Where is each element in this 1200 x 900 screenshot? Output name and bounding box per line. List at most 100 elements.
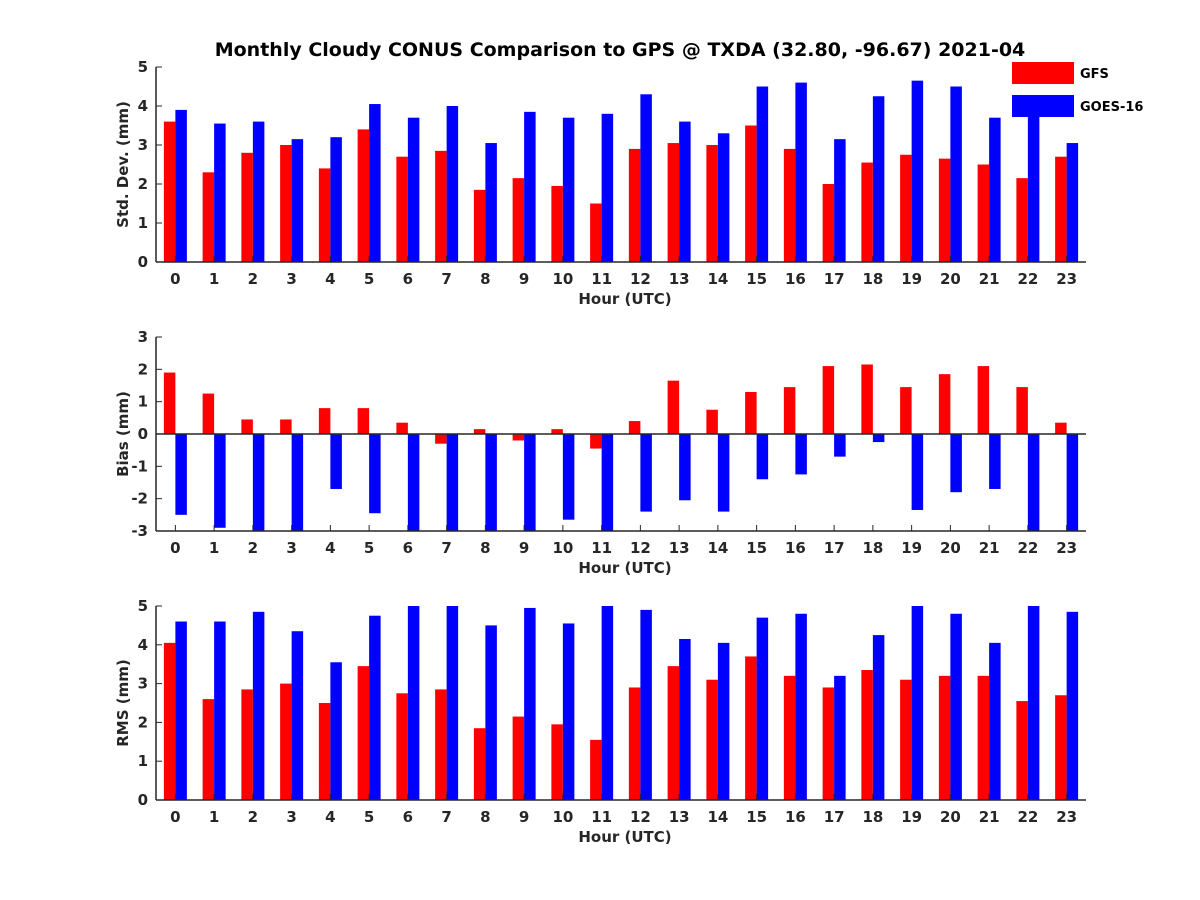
bar-gfs-hour-8 (473, 728, 486, 800)
bar-goes-16-hour-5 (369, 615, 381, 800)
x-tick-label: 17 (824, 270, 845, 288)
bar-gfs-hour-23 (1055, 422, 1067, 434)
bar-gfs-hour-6 (396, 422, 408, 434)
y-tick-label: 4 (138, 636, 148, 654)
x-tick-label: 23 (1056, 270, 1077, 288)
bar-gfs-hour-10 (551, 724, 563, 800)
bar-gfs-hour-17 (822, 687, 835, 800)
bar-gfs-hour-15 (745, 656, 757, 800)
bar-gfs-hour-0 (163, 642, 176, 800)
bar-gfs-hour-15 (745, 125, 757, 262)
x-tick-label: 4 (325, 539, 335, 557)
bar-goes-16-hour-22 (1027, 434, 1040, 531)
bar-goes-16-hour-13 (679, 434, 691, 501)
bar-gfs-hour-16 (783, 148, 796, 262)
bar-goes-16-hour-16 (795, 434, 807, 475)
x-tick-label: 23 (1056, 539, 1077, 557)
bar-gfs-hour-9 (512, 178, 525, 262)
y-tick-label: 1 (138, 752, 148, 770)
x-tick-label: 10 (552, 808, 573, 826)
bar-gfs-hour-9 (512, 434, 525, 441)
bar-goes-16-hour-8 (485, 143, 497, 262)
y-tick-label: 1 (138, 214, 148, 232)
legend-swatch-goes-16 (1012, 95, 1074, 117)
x-tick-label: 5 (364, 808, 374, 826)
x-tick-label: 7 (441, 808, 451, 826)
bar-goes-16-hour-12 (640, 94, 652, 262)
bar-goes-16-hour-22 (1027, 107, 1040, 262)
bar-gfs-hour-4 (318, 168, 331, 262)
bar-goes-16-hour-18 (872, 96, 885, 262)
x-tick-label: 9 (519, 539, 529, 557)
x-tick-label: 18 (862, 270, 883, 288)
bar-goes-16-hour-15 (756, 434, 769, 480)
bar-gfs-hour-5 (357, 666, 370, 800)
bar-goes-16-hour-16 (795, 613, 807, 800)
bar-goes-16-hour-18 (872, 434, 885, 443)
bar-goes-16-hour-20 (950, 86, 962, 262)
bar-goes-16-hour-0 (175, 109, 187, 263)
bar-gfs-hour-12 (628, 421, 641, 434)
bar-gfs-hour-16 (783, 387, 796, 434)
bar-goes-16-hour-14 (717, 642, 730, 800)
bar-goes-16-hour-14 (717, 133, 730, 262)
x-tick-label: 2 (248, 808, 258, 826)
bar-gfs-hour-20 (938, 374, 951, 434)
x-tick-label: 21 (979, 808, 1000, 826)
x-tick-label: 18 (862, 808, 883, 826)
x-tick-label: 6 (403, 539, 413, 557)
bar-gfs-hour-1 (202, 699, 215, 800)
bar-goes-16-hour-4 (330, 662, 342, 800)
bar-goes-16-hour-3 (291, 631, 304, 800)
bar-goes-16-hour-10 (562, 623, 575, 800)
bar-goes-16-hour-20 (950, 613, 962, 800)
bar-gfs-hour-14 (706, 679, 718, 800)
x-tick-label: 22 (1017, 270, 1038, 288)
bar-gfs-hour-4 (318, 703, 331, 800)
x-tick-label: 6 (403, 808, 413, 826)
x-tick-label: 14 (707, 808, 728, 826)
bar-gfs-hour-11 (590, 739, 602, 800)
bar-goes-16-hour-4 (330, 137, 342, 262)
bar-gfs-hour-1 (202, 393, 215, 434)
x-axis-label: Hour (UTC) (578, 559, 671, 577)
bar-goes-16-hour-0 (175, 621, 187, 800)
x-tick-label: 20 (940, 808, 961, 826)
bar-goes-16-hour-5 (369, 434, 381, 514)
x-tick-label: 19 (901, 270, 922, 288)
bar-goes-16-hour-20 (950, 434, 962, 493)
bar-goes-16-hour-7 (446, 434, 459, 531)
x-tick-label: 21 (979, 539, 1000, 557)
bar-goes-16-hour-8 (485, 625, 497, 800)
bar-goes-16-hour-21 (989, 642, 1001, 800)
x-tick-label: 16 (785, 808, 806, 826)
bar-gfs-hour-1 (202, 172, 215, 262)
bar-goes-16-hour-9 (524, 434, 536, 531)
x-tick-label: 13 (669, 808, 690, 826)
x-tick-label: 14 (707, 539, 728, 557)
bar-gfs-hour-22 (1016, 178, 1028, 262)
y-tick-label: 4 (138, 97, 148, 115)
x-tick-label: 3 (286, 270, 296, 288)
x-tick-label: 12 (630, 270, 651, 288)
bar-goes-16-hour-19 (911, 434, 924, 510)
bar-gfs-hour-8 (473, 429, 486, 434)
x-tick-label: 14 (707, 270, 728, 288)
bar-gfs-hour-11 (590, 434, 602, 449)
bar-goes-16-hour-10 (562, 434, 575, 520)
bar-gfs-hour-13 (667, 666, 680, 800)
legend-label-gfs: GFS (1080, 67, 1109, 82)
x-tick-label: 11 (591, 539, 612, 557)
bar-goes-16-hour-1 (214, 621, 226, 800)
bar-gfs-hour-17 (822, 184, 835, 262)
bar-gfs-hour-4 (318, 408, 331, 434)
bar-gfs-hour-2 (241, 419, 253, 434)
bar-gfs-hour-23 (1055, 156, 1067, 262)
bar-gfs-hour-19 (900, 387, 912, 434)
bar-gfs-hour-21 (977, 366, 990, 434)
bar-goes-16-hour-8 (485, 434, 497, 531)
bar-gfs-hour-9 (512, 716, 525, 800)
